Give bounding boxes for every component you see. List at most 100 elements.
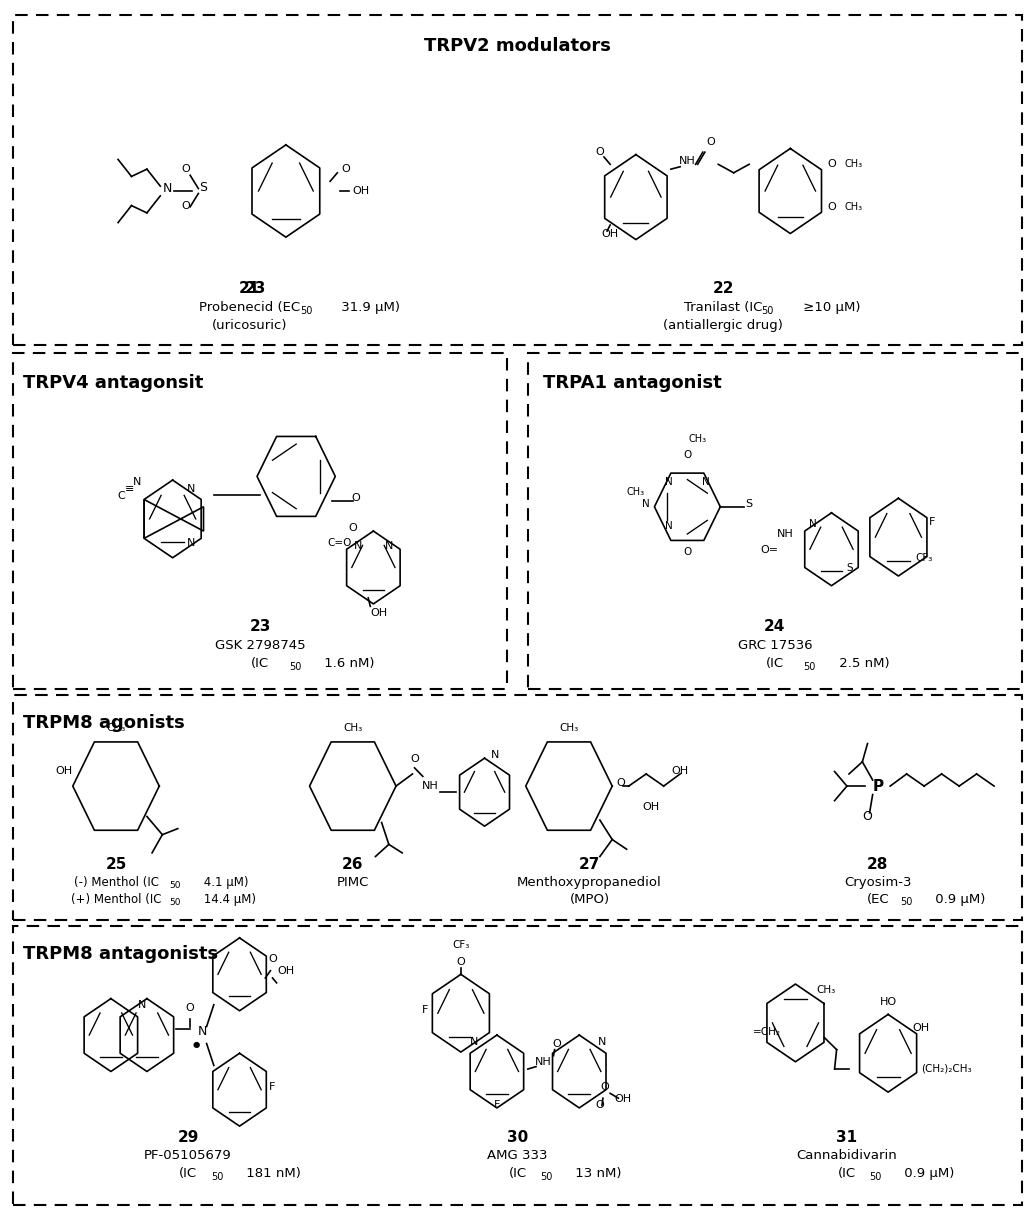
Text: 50: 50 [803, 661, 816, 671]
Text: (antiallergic drug): (antiallergic drug) [663, 320, 783, 333]
Text: N: N [354, 542, 362, 551]
Text: NH: NH [535, 1058, 552, 1068]
Text: 28: 28 [867, 856, 888, 871]
Text: 23: 23 [249, 619, 271, 633]
Text: 50: 50 [211, 1171, 224, 1182]
Text: N: N [187, 484, 196, 494]
Text: (IC: (IC [766, 658, 783, 670]
Text: AMG 333: AMG 333 [487, 1149, 548, 1161]
Text: F: F [269, 1082, 275, 1092]
Text: (IC: (IC [508, 1168, 527, 1180]
Text: (IC: (IC [838, 1168, 856, 1180]
Text: O: O [683, 548, 691, 558]
Text: 13 nM): 13 nM) [571, 1168, 622, 1180]
Text: ●: ● [193, 1041, 200, 1049]
Text: N: N [138, 1000, 146, 1010]
Text: 50: 50 [169, 881, 180, 891]
Text: CH₃: CH₃ [344, 723, 362, 733]
Text: (EC: (EC [866, 893, 889, 905]
Text: (IC: (IC [252, 658, 269, 670]
Text: (MPO): (MPO) [569, 893, 610, 905]
Text: S: S [745, 499, 752, 509]
Text: O: O [862, 810, 873, 824]
Text: O: O [456, 956, 466, 966]
Text: O: O [595, 1100, 604, 1110]
Text: 21: 21 [239, 281, 261, 296]
Text: 50: 50 [900, 897, 913, 908]
Text: NH: NH [679, 156, 696, 166]
Text: 1.6 nM): 1.6 nM) [320, 658, 375, 670]
Text: N: N [198, 1025, 207, 1038]
Text: N: N [664, 521, 673, 531]
Text: OH: OH [913, 1024, 929, 1033]
Text: 4.1 μM): 4.1 μM) [201, 876, 249, 888]
Text: 0.9 μM): 0.9 μM) [900, 1168, 955, 1180]
Text: NH: NH [421, 781, 439, 791]
Text: CH₃: CH₃ [845, 159, 863, 168]
Text: 181 nM): 181 nM) [241, 1168, 300, 1180]
Text: Tranilast (IC: Tranilast (IC [684, 301, 763, 315]
Text: N: N [385, 542, 393, 551]
Text: N: N [643, 499, 650, 509]
Text: 30: 30 [507, 1130, 528, 1144]
Text: NH: NH [777, 529, 794, 539]
Text: 14.4 μM): 14.4 μM) [201, 893, 257, 905]
Text: CH₃: CH₃ [845, 203, 863, 212]
Text: O: O [349, 523, 357, 533]
Text: (+) Menthol (IC: (+) Menthol (IC [70, 893, 161, 905]
Text: Cryosim-3: Cryosim-3 [845, 876, 912, 888]
Text: Menthoxypropanediol: Menthoxypropanediol [518, 876, 662, 888]
Text: O: O [683, 450, 691, 460]
Text: N: N [162, 182, 172, 195]
Text: O: O [182, 165, 190, 174]
Text: O: O [553, 1039, 561, 1049]
Text: OH: OH [353, 185, 369, 196]
Text: OH: OH [277, 966, 294, 976]
Text: F: F [494, 1100, 500, 1110]
Text: 50: 50 [762, 306, 774, 316]
Text: OH: OH [369, 608, 387, 619]
Text: 50: 50 [300, 306, 313, 316]
Text: 26: 26 [342, 856, 363, 871]
Text: TRPA1 antagonist: TRPA1 antagonist [543, 375, 722, 393]
Text: 25: 25 [106, 856, 126, 871]
Text: CH₃: CH₃ [107, 723, 125, 733]
Text: S: S [200, 181, 208, 194]
Text: 29: 29 [177, 1130, 199, 1144]
Text: CF₃: CF₃ [452, 939, 470, 949]
Text: O: O [185, 1003, 195, 1013]
Text: HO: HO [880, 997, 896, 1006]
Text: F: F [929, 517, 936, 527]
Text: CH₃: CH₃ [817, 985, 836, 994]
Text: Probenecid (EC: Probenecid (EC [200, 301, 300, 315]
Text: C=O: C=O [327, 538, 352, 548]
Text: N: N [702, 477, 710, 487]
Text: CF₃: CF₃ [915, 554, 933, 564]
Text: O: O [268, 954, 277, 964]
Text: TRPM8 antagonists: TRPM8 antagonists [24, 946, 218, 963]
Text: O: O [595, 146, 604, 156]
Text: OH: OH [601, 229, 619, 239]
Text: O: O [827, 203, 836, 212]
Text: TRPM8 agonists: TRPM8 agonists [24, 715, 185, 732]
Text: N: N [470, 1037, 478, 1047]
Text: 27: 27 [579, 856, 600, 871]
Text: O: O [342, 165, 350, 174]
Text: (-) Menthol (IC: (-) Menthol (IC [73, 876, 158, 888]
Text: Cannabidivarin: Cannabidivarin [797, 1149, 897, 1161]
Text: F: F [421, 1005, 428, 1015]
Text: 50: 50 [540, 1171, 553, 1182]
Text: =CH₂: =CH₂ [752, 1027, 780, 1037]
Text: OH: OH [614, 1094, 631, 1104]
Text: ≥10 μM): ≥10 μM) [799, 301, 860, 315]
Text: 50: 50 [289, 661, 301, 671]
Text: N: N [132, 477, 141, 487]
Text: 23: 23 [244, 281, 266, 296]
Text: N: N [598, 1037, 607, 1047]
Text: OH: OH [643, 803, 660, 813]
Text: OH: OH [672, 766, 688, 776]
Text: O: O [410, 754, 419, 764]
Text: OH: OH [56, 766, 72, 776]
Text: C: C [117, 492, 125, 501]
Text: O=: O= [761, 545, 778, 555]
